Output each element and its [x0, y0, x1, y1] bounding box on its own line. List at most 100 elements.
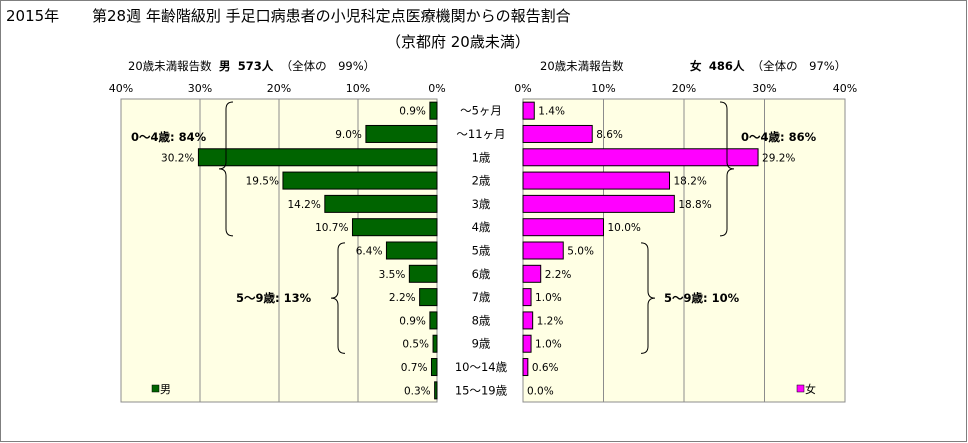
female-legend-label: 女	[805, 382, 816, 396]
category-label: 2歳	[472, 174, 491, 188]
female-value-label: 0.0%	[527, 385, 554, 397]
male-value-label: 3.5%	[379, 269, 406, 281]
male-value-label: 19.5%	[246, 176, 279, 188]
chart-year: 2015年	[6, 7, 60, 25]
category-label: 3歳	[472, 197, 491, 211]
female-value-label: 2.2%	[545, 269, 572, 281]
female-value-label: 10.0%	[608, 222, 641, 234]
male-bar	[324, 194, 438, 213]
male-bar	[429, 311, 438, 330]
female-bar	[522, 101, 535, 120]
male-value-label: 2.2%	[389, 292, 416, 304]
male-value-label: 30.2%	[161, 152, 194, 164]
male-bar	[365, 124, 438, 143]
female-value-label: 1.0%	[535, 292, 562, 304]
female-bar	[522, 288, 532, 307]
male-tick-label: 30%	[188, 82, 212, 95]
female-header-note: （全体の 97%）	[751, 59, 847, 73]
male-value-label: 14.2%	[287, 199, 320, 211]
female-tick-label: 0%	[514, 82, 531, 95]
female-value-label: 8.6%	[596, 129, 623, 141]
male-legend-label: 男	[160, 383, 171, 396]
male-header-count: 573人	[237, 59, 274, 73]
male-5-9-group-label: 5～9歳: 13%	[236, 291, 312, 305]
male-0-4-bracket	[218, 101, 234, 237]
female-5-9-group-label: 5～9歳: 10%	[664, 291, 740, 305]
female-value-label: 1.4%	[538, 106, 565, 118]
female-bar	[522, 264, 542, 283]
male-0-4-group-label: 0～4歳: 84%	[131, 130, 207, 144]
category-label: 5歳	[472, 244, 491, 258]
male-value-label: 0.7%	[401, 362, 428, 374]
female-legend-swatch	[796, 384, 805, 393]
male-bar	[282, 171, 438, 190]
female-header: 女 486人 （全体の 97%）	[690, 58, 846, 74]
female-bar	[522, 311, 534, 330]
male-bar	[430, 358, 438, 377]
female-bar	[522, 241, 564, 260]
female-tick-label: 10%	[591, 82, 615, 95]
female-value-label: 18.8%	[678, 199, 711, 211]
female-header-sex: 女	[690, 59, 702, 73]
female-value-label: 1.2%	[537, 315, 564, 327]
category-label: ～11ヶ月	[456, 127, 505, 141]
female-value-label: 1.0%	[535, 339, 562, 351]
female-bar	[522, 334, 532, 353]
chart-subtitle: （京都府 20歳未満）	[386, 33, 530, 51]
male-bar	[351, 218, 438, 237]
female-bar	[522, 148, 759, 167]
female-value-label: 5.0%	[567, 246, 594, 258]
male-tick-label: 20%	[267, 82, 291, 95]
male-header-sex: 男	[218, 59, 231, 73]
category-label: 7歳	[472, 290, 491, 304]
category-label: ～5ヶ月	[460, 104, 502, 118]
male-bar	[419, 288, 438, 307]
male-tick-label: 10%	[346, 82, 370, 95]
female-5-9-bracket	[640, 242, 656, 354]
male-bar	[432, 334, 438, 353]
male-legend-swatch	[151, 384, 160, 393]
female-bar	[522, 218, 604, 237]
male-value-label: 0.9%	[399, 315, 426, 327]
male-bar	[429, 101, 438, 120]
chart-title: 第28週 年齢階級別 手足口病患者の小児科定点医療機関からの報告割合	[92, 7, 571, 25]
female-header-count: 486人	[708, 59, 745, 73]
male-header: 20歳未満報告数 男 573人 （全体の 99%）	[128, 58, 375, 74]
male-tick-label: 40%	[109, 82, 133, 95]
male-bar	[434, 381, 438, 400]
male-value-label: 0.9%	[399, 106, 426, 118]
male-value-label: 6.4%	[356, 246, 383, 258]
female-0-4-group-label: 0～4歳: 86%	[741, 130, 817, 144]
category-label: 6歳	[472, 267, 491, 281]
female-value-label: 0.6%	[532, 362, 559, 374]
category-label: 9歳	[472, 337, 491, 351]
female-bar	[522, 358, 529, 377]
male-tick-label: 0%	[428, 82, 445, 95]
category-label: 15～19歳	[455, 383, 508, 397]
category-label: 10～14歳	[455, 360, 508, 374]
category-label: 4歳	[472, 220, 491, 234]
male-bar	[385, 241, 438, 260]
female-bar	[522, 171, 671, 190]
female-tick-label: 30%	[752, 82, 776, 95]
category-label: 8歳	[472, 313, 491, 327]
female-bar	[522, 124, 593, 143]
female-0-4-bracket	[719, 101, 735, 237]
male-5-9-bracket	[330, 242, 346, 354]
male-header-label: 20歳未満報告数	[128, 59, 212, 73]
male-value-label: 0.5%	[402, 339, 429, 351]
male-bar	[408, 264, 438, 283]
male-value-label: 10.7%	[315, 222, 348, 234]
female-tick-label: 40%	[833, 82, 857, 95]
female-value-label: 29.2%	[762, 152, 795, 164]
female-header-label: 20歳未満報告数	[540, 59, 624, 73]
female-tick-label: 20%	[672, 82, 696, 95]
female-value-label: 18.2%	[674, 176, 707, 188]
female-bar	[522, 194, 675, 213]
category-label: 1歳	[472, 150, 491, 164]
male-bar	[197, 148, 438, 167]
male-header-note: （全体の 99%）	[280, 59, 376, 73]
